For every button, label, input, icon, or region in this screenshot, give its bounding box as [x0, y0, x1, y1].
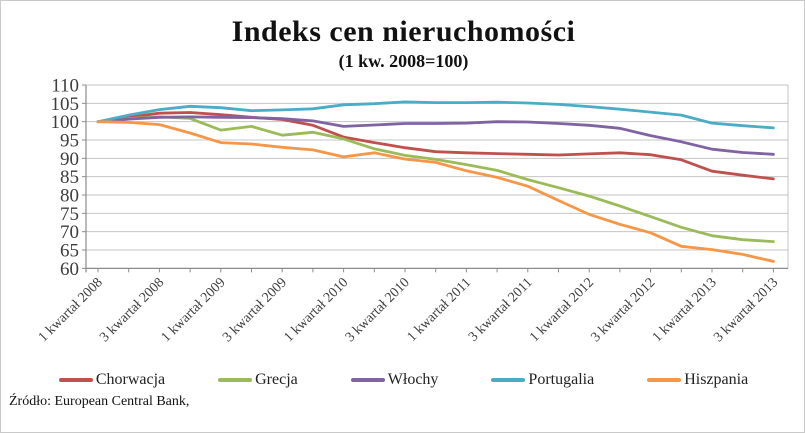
legend-label-chorwacja: Chorwacja — [95, 371, 166, 388]
y-tick-label-105: 105 — [51, 94, 80, 115]
y-tick-label-90: 90 — [60, 149, 79, 170]
legend-swatch-hiszpania — [647, 378, 682, 382]
legend-label-grecja: Grecja — [255, 371, 298, 388]
y-tick-label-95: 95 — [60, 131, 79, 152]
x-tick-label-4: 3 kwartał 2009 — [220, 275, 290, 345]
y-tick-label-85: 85 — [60, 167, 79, 188]
legend-item-grecja: Grecja — [218, 371, 298, 389]
chart-title: Indeks cen nieruchomości — [231, 15, 576, 48]
x-tick-label-6: 3 kwartał 2010 — [343, 275, 413, 345]
legend-label-portugalia: Portugalia — [528, 371, 595, 388]
series-line-chorwacja — [96, 111, 775, 181]
legend-item-portugalia: Portugalia — [491, 371, 594, 389]
legend-swatch-chorwacja — [58, 378, 93, 382]
legend-item-wlochy: Włochy — [350, 371, 439, 389]
chart-subtitle: (1 kw. 2008=100) — [338, 51, 469, 71]
series-line-grecja — [96, 115, 775, 244]
legend-swatch-grecja — [218, 378, 253, 382]
x-tick-label-7: 1 kwartał 2011 — [405, 275, 475, 345]
x-tick-label-3: 1 kwartał 2009 — [159, 275, 229, 345]
x-tick-label-5: 1 kwartał 2010 — [281, 275, 351, 345]
x-tick-label-8: 3 kwartał 2011 — [466, 275, 536, 345]
legend-swatch-portugalia — [491, 378, 526, 382]
y-tick-label-60: 60 — [60, 259, 79, 280]
legend-swatch-wlochy — [350, 378, 385, 382]
x-tick-label-9: 1 kwartał 2012 — [527, 275, 597, 345]
y-tick-label-65: 65 — [60, 241, 79, 262]
chart-legend: Chorwacja Grecja Włochy Portugalia Hiszp… — [1, 371, 804, 389]
source-note: Źródło: European Central Bank, — [9, 394, 190, 409]
y-tick-label-70: 70 — [60, 222, 79, 243]
y-tick-label-80: 80 — [60, 186, 79, 207]
legend-item-chorwacja: Chorwacja — [58, 371, 166, 389]
series-line-włochy — [96, 115, 775, 156]
x-tick-label-2: 3 kwartał 2008 — [97, 275, 167, 345]
x-tick-label-10: 3 kwartał 2012 — [588, 275, 658, 345]
x-tick-label-11: 1 kwartał 2013 — [650, 275, 720, 345]
legend-item-hiszpania: Hiszpania — [647, 371, 748, 389]
legend-label-hiszpania: Hiszpania — [684, 371, 749, 388]
y-tick-label-100: 100 — [51, 112, 80, 133]
x-tick-label-12: 3 kwartał 2013 — [711, 275, 781, 345]
y-tick-label-75: 75 — [60, 204, 79, 225]
legend-label-wlochy: Włochy — [387, 371, 439, 388]
series-line-hiszpania — [96, 120, 775, 263]
y-tick-label-110: 110 — [51, 76, 79, 97]
x-tick-label-1: 1 kwartał 2008 — [36, 275, 106, 345]
series-line-portugalia — [96, 100, 775, 130]
